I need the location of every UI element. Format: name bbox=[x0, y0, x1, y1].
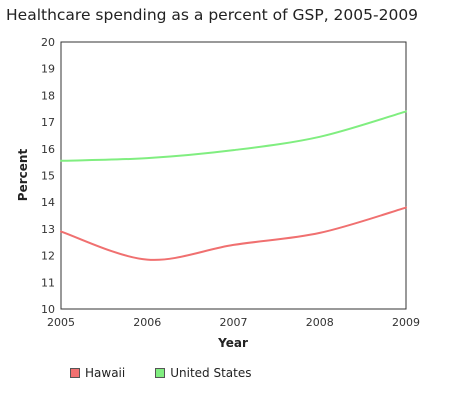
legend-label: United States bbox=[170, 366, 252, 380]
y-tick-label: 19 bbox=[41, 63, 55, 76]
plot-area bbox=[60, 41, 407, 310]
x-tick-label: 2007 bbox=[220, 316, 248, 329]
y-tick-label: 12 bbox=[41, 250, 55, 263]
y-axis-ticks: 10 11 12 13 14 15 16 17 18 19 20 bbox=[41, 36, 55, 316]
legend-item-hawaii[interactable]: Hawaii bbox=[70, 366, 125, 380]
y-tick-label: 20 bbox=[41, 36, 55, 49]
y-axis-label: Percent bbox=[16, 149, 30, 202]
legend-swatch bbox=[155, 368, 166, 378]
y-tick-label: 15 bbox=[41, 170, 55, 183]
x-tick-label: 2009 bbox=[392, 316, 420, 329]
series-line-united-states bbox=[60, 110, 407, 162]
x-axis-ticks: 2005 2006 2007 2008 2009 bbox=[47, 316, 420, 329]
legend-item-united-states[interactable]: United States bbox=[155, 366, 251, 380]
y-tick-label: 11 bbox=[41, 276, 55, 289]
y-tick-label: 17 bbox=[41, 116, 55, 129]
series-lines bbox=[60, 110, 407, 261]
y-tick-label: 10 bbox=[41, 303, 55, 316]
y-tick-label: 13 bbox=[41, 223, 55, 236]
y-tick-label: 16 bbox=[41, 143, 55, 156]
x-tick-label: 2005 bbox=[47, 316, 75, 329]
y-tick-label: 14 bbox=[41, 196, 55, 209]
legend-swatch bbox=[70, 368, 80, 378]
legend-label: Hawaii bbox=[85, 366, 126, 380]
legend: Hawaii United States bbox=[70, 366, 281, 380]
x-tick-label: 2008 bbox=[306, 316, 334, 329]
y-tick-label: 18 bbox=[41, 89, 55, 102]
series-line-hawaii bbox=[60, 206, 407, 261]
chart-title: Healthcare spending as a percent of GSP,… bbox=[6, 6, 419, 24]
x-axis-label: Year bbox=[217, 336, 248, 350]
x-tick-label: 2006 bbox=[133, 316, 161, 329]
